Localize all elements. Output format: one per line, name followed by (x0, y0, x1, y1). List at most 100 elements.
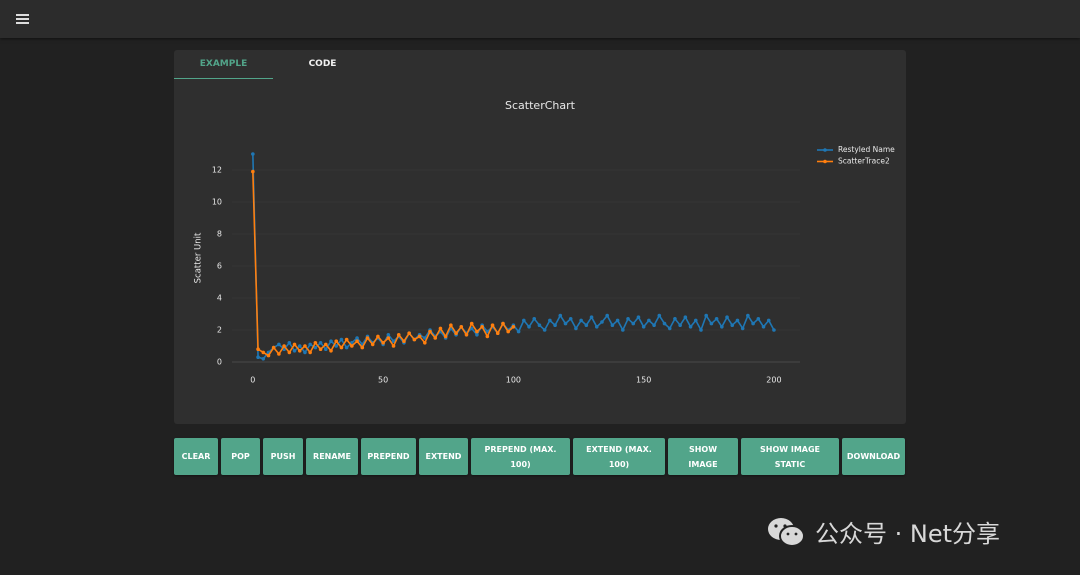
tab[interactable]: EXAMPLE (174, 50, 273, 79)
point (553, 323, 557, 328)
legend-marker (823, 148, 827, 152)
point (730, 323, 735, 328)
point (365, 336, 370, 340)
button[interactable]: PREPEND (MAX. 100) (471, 438, 570, 475)
point (417, 334, 422, 339)
point (594, 325, 599, 329)
point (641, 325, 646, 329)
point (652, 323, 656, 328)
point (261, 357, 266, 361)
point (720, 325, 724, 329)
button[interactable]: RENAME (306, 438, 358, 475)
point (631, 321, 636, 326)
y-tick-label: 0 (217, 358, 222, 367)
point (761, 325, 766, 329)
point (433, 336, 438, 340)
x-tick-label: 200 (766, 376, 781, 385)
y-tick-label: 12 (212, 166, 222, 175)
point (370, 342, 375, 347)
point (396, 333, 401, 337)
point (303, 344, 307, 348)
button[interactable]: PUSH (263, 438, 303, 475)
point (459, 325, 464, 329)
point (490, 323, 495, 328)
point (527, 325, 531, 329)
point (740, 326, 745, 331)
point (464, 333, 469, 337)
button[interactable]: SHOW IMAGE STATIC (741, 438, 839, 475)
point (574, 326, 578, 331)
x-tick-label: 0 (250, 376, 255, 385)
point (282, 344, 286, 348)
point (746, 313, 750, 318)
point (428, 329, 432, 334)
point (485, 329, 490, 334)
button[interactable]: DOWNLOAD (842, 438, 905, 475)
button[interactable]: PREPEND (361, 438, 416, 475)
point (391, 339, 396, 344)
point (438, 326, 443, 331)
point (532, 317, 537, 321)
point (610, 323, 615, 328)
point (329, 349, 333, 353)
point (667, 326, 672, 331)
point (542, 328, 547, 332)
y-tick-label: 8 (217, 230, 222, 239)
point (469, 321, 474, 326)
point (381, 341, 385, 345)
point (292, 342, 297, 347)
y-axis-label: Scatter Unit (194, 232, 204, 283)
point (323, 342, 328, 347)
point (287, 341, 292, 345)
point (678, 323, 682, 328)
top-bar (0, 0, 1080, 38)
legend-marker (823, 159, 827, 164)
point (313, 345, 318, 350)
point (699, 328, 703, 332)
watermark: 公众号 · Net分享 (815, 520, 1001, 548)
point (704, 313, 709, 318)
point (355, 336, 359, 340)
x-tick-label: 150 (636, 376, 651, 385)
point (386, 333, 391, 337)
point (251, 169, 255, 174)
button[interactable]: EXTEND (419, 438, 468, 475)
point (600, 320, 604, 324)
point (579, 318, 583, 323)
point (584, 323, 589, 328)
watermark-icon (768, 518, 805, 547)
button[interactable]: SHOW IMAGE (668, 438, 738, 475)
point (376, 334, 380, 339)
point (318, 341, 323, 345)
point (662, 321, 667, 326)
point (334, 344, 339, 348)
button[interactable]: EXTEND (MAX. 100) (573, 438, 665, 475)
point (355, 339, 359, 344)
point (485, 334, 490, 339)
point (407, 331, 411, 336)
point (647, 318, 651, 323)
point (277, 352, 281, 356)
button[interactable]: CLEAR (174, 438, 218, 475)
button[interactable]: POP (221, 438, 260, 475)
point (423, 336, 427, 340)
point (735, 318, 740, 323)
point (261, 350, 266, 355)
point (308, 350, 312, 355)
point (344, 337, 349, 342)
point (344, 345, 349, 350)
point (350, 344, 354, 348)
point (266, 353, 271, 358)
point (766, 318, 771, 323)
tab[interactable]: CODE (308, 59, 337, 69)
point (506, 329, 510, 334)
point (329, 339, 333, 344)
point (615, 318, 620, 323)
point (480, 325, 484, 329)
menu-button[interactable] (16, 14, 29, 24)
y-tick-label: 10 (212, 198, 222, 207)
series-line (252, 171, 514, 357)
point (423, 341, 427, 345)
